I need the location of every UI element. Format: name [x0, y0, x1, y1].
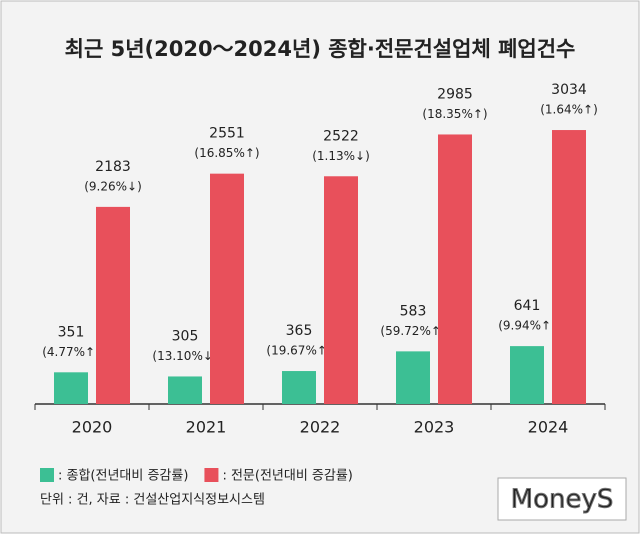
x-tick-label: 2021 — [186, 418, 227, 437]
x-tick-label: 2020 — [72, 418, 113, 437]
change-label: (9.26%↓) — [84, 179, 142, 193]
value-label: 2985 — [437, 86, 473, 102]
value-label: 583 — [400, 303, 427, 319]
value-label: 2522 — [323, 128, 359, 144]
chart-title: 최근 5년(2020～2024년) 종합·전문건설업체 폐업건수 — [65, 37, 576, 61]
logo: MoneyS — [511, 485, 614, 515]
value-label: 2183 — [95, 159, 131, 175]
change-label: (9.94%↑) — [498, 319, 556, 333]
change-label: (1.13%↓) — [312, 149, 370, 163]
bar — [282, 371, 316, 404]
bar — [510, 346, 544, 404]
value-label: 365 — [286, 323, 313, 339]
bar — [168, 376, 202, 404]
bar — [324, 176, 358, 404]
x-tick-label: 2023 — [414, 418, 455, 437]
change-label: (19.67%↑) — [266, 344, 331, 358]
legend-label: : 전문(전년대비 증감률) — [222, 469, 352, 484]
value-label: 3034 — [551, 82, 587, 98]
legend-label: : 종합(전년대비 증감률) — [58, 469, 188, 484]
change-label: (4.77%↑) — [42, 345, 100, 359]
value-label: 351 — [58, 324, 85, 340]
value-label: 305 — [172, 328, 199, 344]
x-tick-label: 2024 — [528, 418, 569, 437]
x-tick-label: 2022 — [300, 418, 341, 437]
value-label: 641 — [514, 298, 541, 314]
change-label: (16.85%↑) — [194, 146, 259, 160]
change-label: (18.35%↑) — [422, 107, 487, 121]
legend-swatch — [204, 468, 219, 482]
change-label: (13.10%↓) — [152, 349, 217, 363]
bar — [552, 130, 586, 404]
legend-swatch — [40, 468, 54, 482]
bar — [96, 206, 130, 404]
bar — [438, 134, 472, 405]
logo-box — [497, 477, 627, 521]
source-note: 단위 : 건, 자료 : 건설산업지식정보시스템 — [40, 493, 265, 508]
bar — [210, 173, 244, 404]
value-label: 2551 — [209, 126, 245, 142]
change-label: (1.64%↑) — [540, 103, 598, 117]
change-label: (59.72%↑) — [380, 324, 445, 338]
bar — [54, 372, 88, 404]
bar — [396, 351, 430, 404]
